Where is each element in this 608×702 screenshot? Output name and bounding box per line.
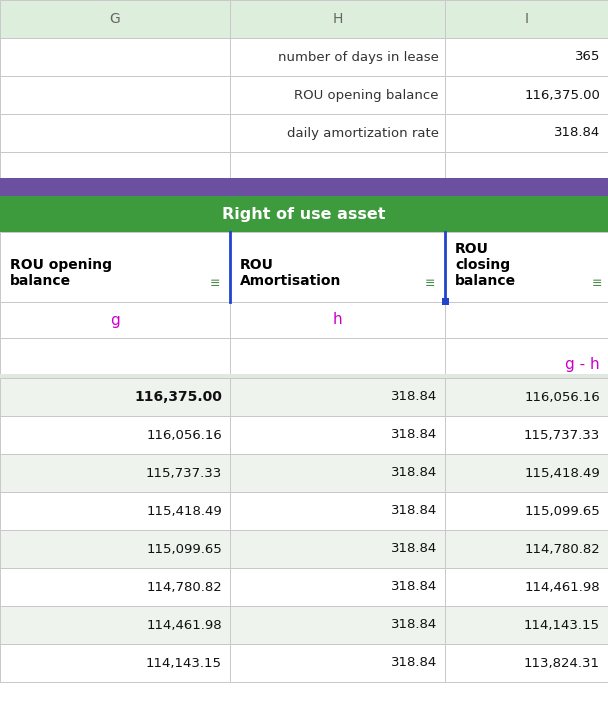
Bar <box>445 606 608 644</box>
Bar <box>0 606 230 644</box>
Bar <box>445 338 608 374</box>
Bar <box>0 644 230 682</box>
Bar <box>445 152 608 178</box>
Bar <box>230 38 445 76</box>
Bar <box>445 416 608 454</box>
Bar <box>230 76 445 114</box>
Bar <box>445 568 608 606</box>
Text: h: h <box>333 312 342 328</box>
Text: 115,099.65: 115,099.65 <box>147 543 222 555</box>
Bar <box>445 114 608 152</box>
Text: ROU opening balance: ROU opening balance <box>294 88 439 102</box>
Text: 318.84: 318.84 <box>391 467 437 479</box>
Text: 318.84: 318.84 <box>391 428 437 442</box>
Text: 114,780.82: 114,780.82 <box>147 581 222 593</box>
Text: 114,143.15: 114,143.15 <box>146 656 222 670</box>
Bar <box>0 76 230 114</box>
Text: 318.84: 318.84 <box>391 656 437 670</box>
Text: g: g <box>110 312 120 328</box>
Text: 115,099.65: 115,099.65 <box>524 505 600 517</box>
Bar <box>445 0 608 38</box>
Bar <box>445 76 608 114</box>
Text: ≡: ≡ <box>210 277 220 290</box>
Bar <box>445 454 608 492</box>
Text: 113,824.31: 113,824.31 <box>524 656 600 670</box>
Text: ≡: ≡ <box>424 277 435 290</box>
Text: 114,461.98: 114,461.98 <box>524 581 600 593</box>
Text: 318.84: 318.84 <box>391 618 437 632</box>
Text: 114,461.98: 114,461.98 <box>147 618 222 632</box>
Bar <box>230 530 445 568</box>
Bar <box>445 492 608 530</box>
Text: ≡: ≡ <box>592 277 602 290</box>
Bar <box>0 416 230 454</box>
Bar <box>230 338 445 374</box>
Text: ROU opening
balance: ROU opening balance <box>10 258 112 288</box>
Bar <box>445 530 608 568</box>
Bar <box>230 0 445 38</box>
Text: 318.84: 318.84 <box>391 581 437 593</box>
Bar <box>230 232 445 302</box>
Text: 318.84: 318.84 <box>554 126 600 140</box>
Bar <box>230 302 445 338</box>
Text: 116,375.00: 116,375.00 <box>524 88 600 102</box>
Bar <box>0 374 608 378</box>
Bar <box>0 454 230 492</box>
Bar <box>445 302 608 338</box>
Bar <box>0 196 608 232</box>
Bar <box>0 178 608 196</box>
Bar <box>0 232 230 302</box>
Bar <box>0 530 230 568</box>
Text: 115,737.33: 115,737.33 <box>523 428 600 442</box>
Bar <box>230 644 445 682</box>
Text: 116,056.16: 116,056.16 <box>524 390 600 404</box>
Bar <box>0 378 230 416</box>
Bar <box>442 298 449 305</box>
Bar <box>0 302 230 338</box>
Text: g - h: g - h <box>565 357 600 373</box>
Bar <box>230 492 445 530</box>
Text: 115,737.33: 115,737.33 <box>146 467 222 479</box>
Bar <box>0 338 230 374</box>
Bar <box>230 568 445 606</box>
Bar <box>0 492 230 530</box>
Text: ROU
Amortisation: ROU Amortisation <box>240 258 341 288</box>
Bar <box>445 644 608 682</box>
Text: ROU
closing
balance: ROU closing balance <box>455 241 516 288</box>
Text: 114,780.82: 114,780.82 <box>524 543 600 555</box>
Text: 115,418.49: 115,418.49 <box>524 467 600 479</box>
Text: daily amortization rate: daily amortization rate <box>287 126 439 140</box>
Bar <box>230 416 445 454</box>
Text: 318.84: 318.84 <box>391 543 437 555</box>
Text: I: I <box>525 12 528 26</box>
Text: 116,056.16: 116,056.16 <box>147 428 222 442</box>
Bar <box>230 378 445 416</box>
Text: 116,375.00: 116,375.00 <box>134 390 222 404</box>
Text: Right of use asset: Right of use asset <box>223 206 385 222</box>
Bar <box>445 38 608 76</box>
Bar <box>0 114 230 152</box>
Bar <box>0 152 230 178</box>
Bar <box>445 378 608 416</box>
Text: 318.84: 318.84 <box>391 505 437 517</box>
Text: 114,143.15: 114,143.15 <box>524 618 600 632</box>
Bar <box>230 114 445 152</box>
Bar <box>0 568 230 606</box>
Text: number of days in lease: number of days in lease <box>278 51 439 63</box>
Bar <box>230 606 445 644</box>
Text: 318.84: 318.84 <box>391 390 437 404</box>
Text: G: G <box>109 12 120 26</box>
Bar <box>0 38 230 76</box>
Bar <box>0 0 230 38</box>
Bar <box>445 232 608 302</box>
Bar <box>230 454 445 492</box>
Bar <box>230 152 445 178</box>
Text: 365: 365 <box>575 51 600 63</box>
Text: H: H <box>333 12 343 26</box>
Text: 115,418.49: 115,418.49 <box>147 505 222 517</box>
